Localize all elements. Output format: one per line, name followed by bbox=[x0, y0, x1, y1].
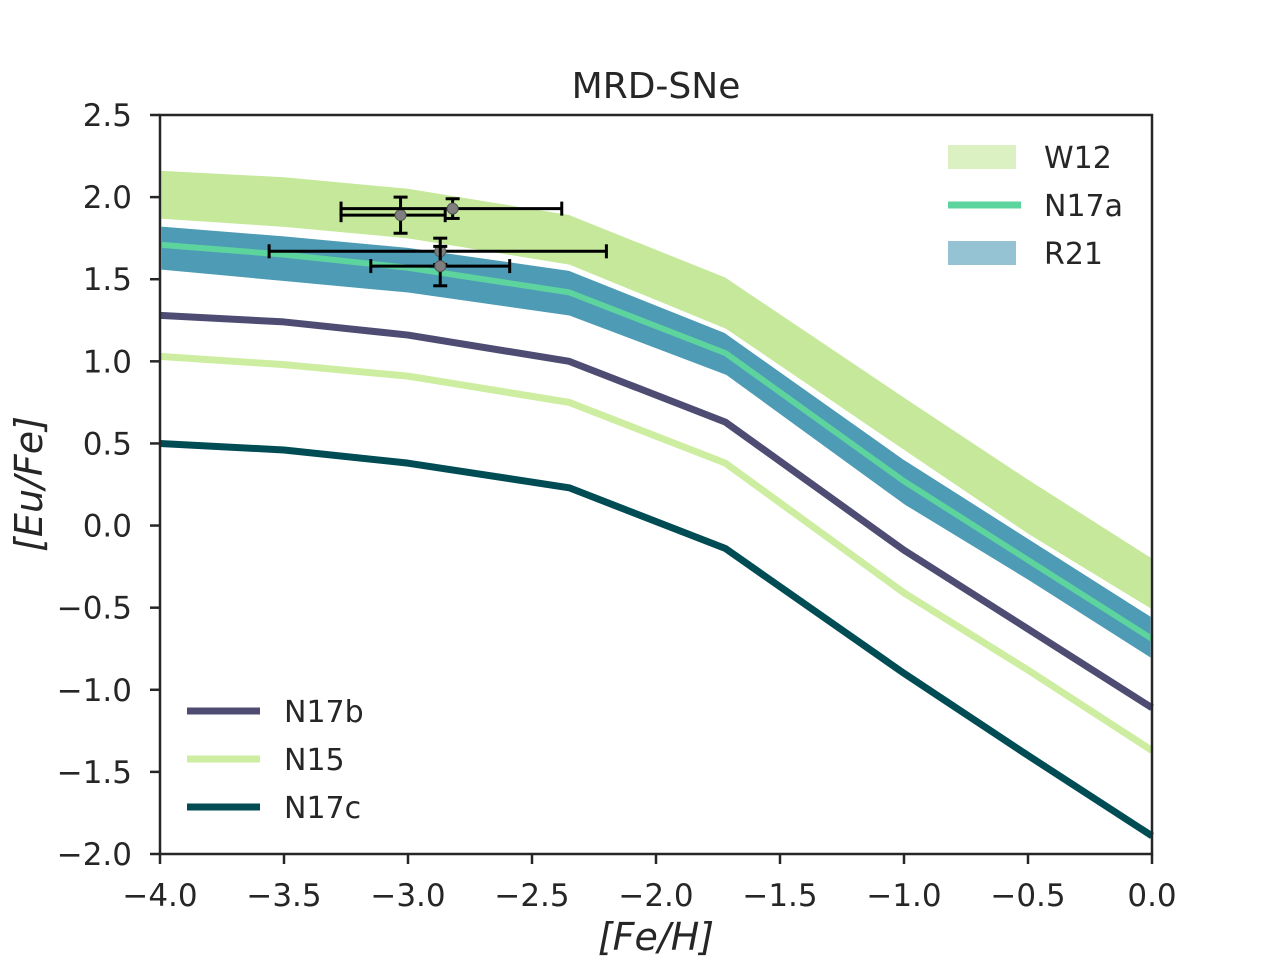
y-tick-label: 0.5 bbox=[83, 426, 132, 462]
x-tick-label: −1.5 bbox=[742, 878, 817, 914]
x-tick-label: −4.0 bbox=[122, 878, 197, 914]
observation-point bbox=[339, 197, 564, 220]
x-tick-label: −3.0 bbox=[370, 878, 445, 914]
x-tick-label: 0.0 bbox=[1127, 878, 1176, 914]
legend-lower-left: N17b N15 N17c bbox=[187, 695, 364, 826]
observation-marker bbox=[394, 209, 407, 222]
y-tick-label: 2.0 bbox=[83, 180, 132, 216]
y-tick-label: −2.0 bbox=[57, 837, 132, 873]
legend-label: N17a bbox=[1044, 189, 1123, 224]
series-line-n17b bbox=[159, 311, 1154, 711]
observation-marker bbox=[434, 260, 447, 273]
legend-label: N17b bbox=[284, 695, 364, 730]
x-tick-label: −2.0 bbox=[618, 878, 693, 914]
x-tick-label: −2.5 bbox=[494, 878, 569, 914]
x-tick-label: −1.0 bbox=[866, 878, 941, 914]
y-axis-label: [Eu/Fe] bbox=[7, 416, 51, 552]
observation-marker bbox=[446, 202, 459, 215]
chart-title: MRD-SNe bbox=[572, 66, 741, 107]
axis-ticks: −4.0 −3.5 −3.0 −2.5 −2.0 −1.5 −1.0 −0.5 0.0 −2.0 −… bbox=[57, 98, 1177, 914]
x-tick-label: −3.5 bbox=[246, 878, 321, 914]
observation-point bbox=[369, 244, 512, 288]
y-tick-label: 2.5 bbox=[83, 98, 132, 134]
y-tick-label: −1.0 bbox=[57, 673, 132, 709]
legend-entry-w12: W12 bbox=[948, 141, 1112, 176]
y-tick-label: 0.0 bbox=[83, 509, 132, 545]
legend-upper-right: W12 N17a R21 bbox=[948, 141, 1123, 272]
legend-label: R21 bbox=[1044, 237, 1103, 272]
series-line-n15 bbox=[159, 352, 1154, 754]
series-line-n17a bbox=[159, 241, 1154, 642]
series-line-n17c bbox=[159, 439, 1154, 839]
x-tick-label: −0.5 bbox=[990, 878, 1065, 914]
legend-entry-n17c: N17c bbox=[187, 791, 361, 826]
legend-entry-r21: R21 bbox=[948, 237, 1103, 272]
legend-label: N15 bbox=[284, 743, 345, 778]
legend-swatch bbox=[948, 241, 1016, 265]
legend-entry-n15: N15 bbox=[187, 743, 345, 778]
plot-area bbox=[158, 167, 1154, 839]
observation-point bbox=[339, 195, 447, 235]
y-tick-label: −0.5 bbox=[57, 591, 132, 627]
legend-entry-n17b: N17b bbox=[187, 695, 364, 730]
legend-entry-n17a: N17a bbox=[948, 189, 1123, 224]
y-tick-label: 1.0 bbox=[83, 344, 132, 380]
legend-label: W12 bbox=[1044, 141, 1112, 176]
legend-label: N17c bbox=[284, 791, 361, 826]
x-axis-label: [Fe/H] bbox=[598, 915, 714, 959]
y-tick-label: 1.5 bbox=[83, 262, 132, 298]
y-tick-label: −1.5 bbox=[57, 755, 132, 791]
legend-swatch bbox=[948, 145, 1016, 169]
